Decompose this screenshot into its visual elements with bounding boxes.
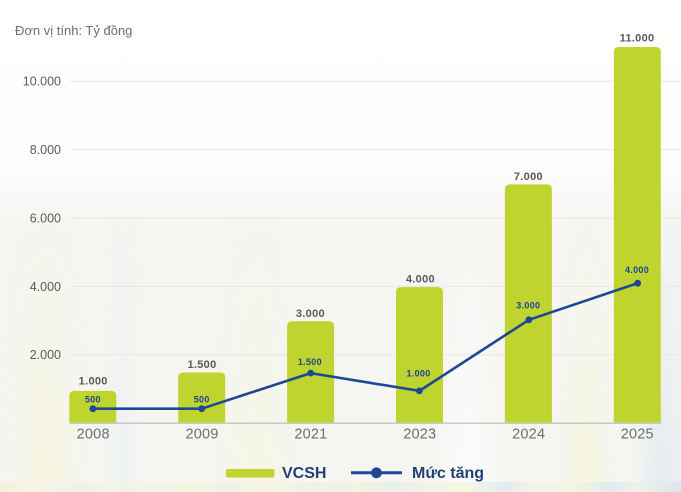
svg-text:1.500: 1.500 [298,357,322,367]
svg-text:2025: 2025 [621,427,654,443]
svg-text:4.000: 4.000 [625,265,649,275]
svg-text:6.000: 6.000 [30,211,61,225]
svg-text:2024: 2024 [512,427,545,443]
svg-text:8.000: 8.000 [30,143,61,157]
svg-text:1.000: 1.000 [406,368,430,378]
svg-text:1.000: 1.000 [79,375,108,387]
svg-text:3.000: 3.000 [296,308,325,320]
svg-text:500: 500 [85,395,101,405]
svg-text:3.000: 3.000 [516,300,540,310]
svg-text:Đơn vị tính: Tỷ đồng: Đơn vị tính: Tỷ đồng [15,23,132,38]
svg-text:2021: 2021 [294,427,327,443]
svg-text:4.000: 4.000 [30,280,61,294]
svg-text:4.000: 4.000 [406,273,435,285]
svg-text:2009: 2009 [185,427,218,443]
svg-text:500: 500 [194,395,210,405]
svg-text:7.000: 7.000 [514,171,543,183]
svg-text:2.000: 2.000 [30,348,61,362]
svg-text:Mức tăng: Mức tăng [412,465,484,482]
svg-text:11.000: 11.000 [620,32,655,44]
svg-text:VCSH: VCSH [282,465,326,482]
svg-text:2023: 2023 [403,427,436,443]
svg-text:10.000: 10.000 [23,75,61,89]
svg-text:1.500: 1.500 [187,359,216,371]
svg-text:2008: 2008 [77,427,110,443]
